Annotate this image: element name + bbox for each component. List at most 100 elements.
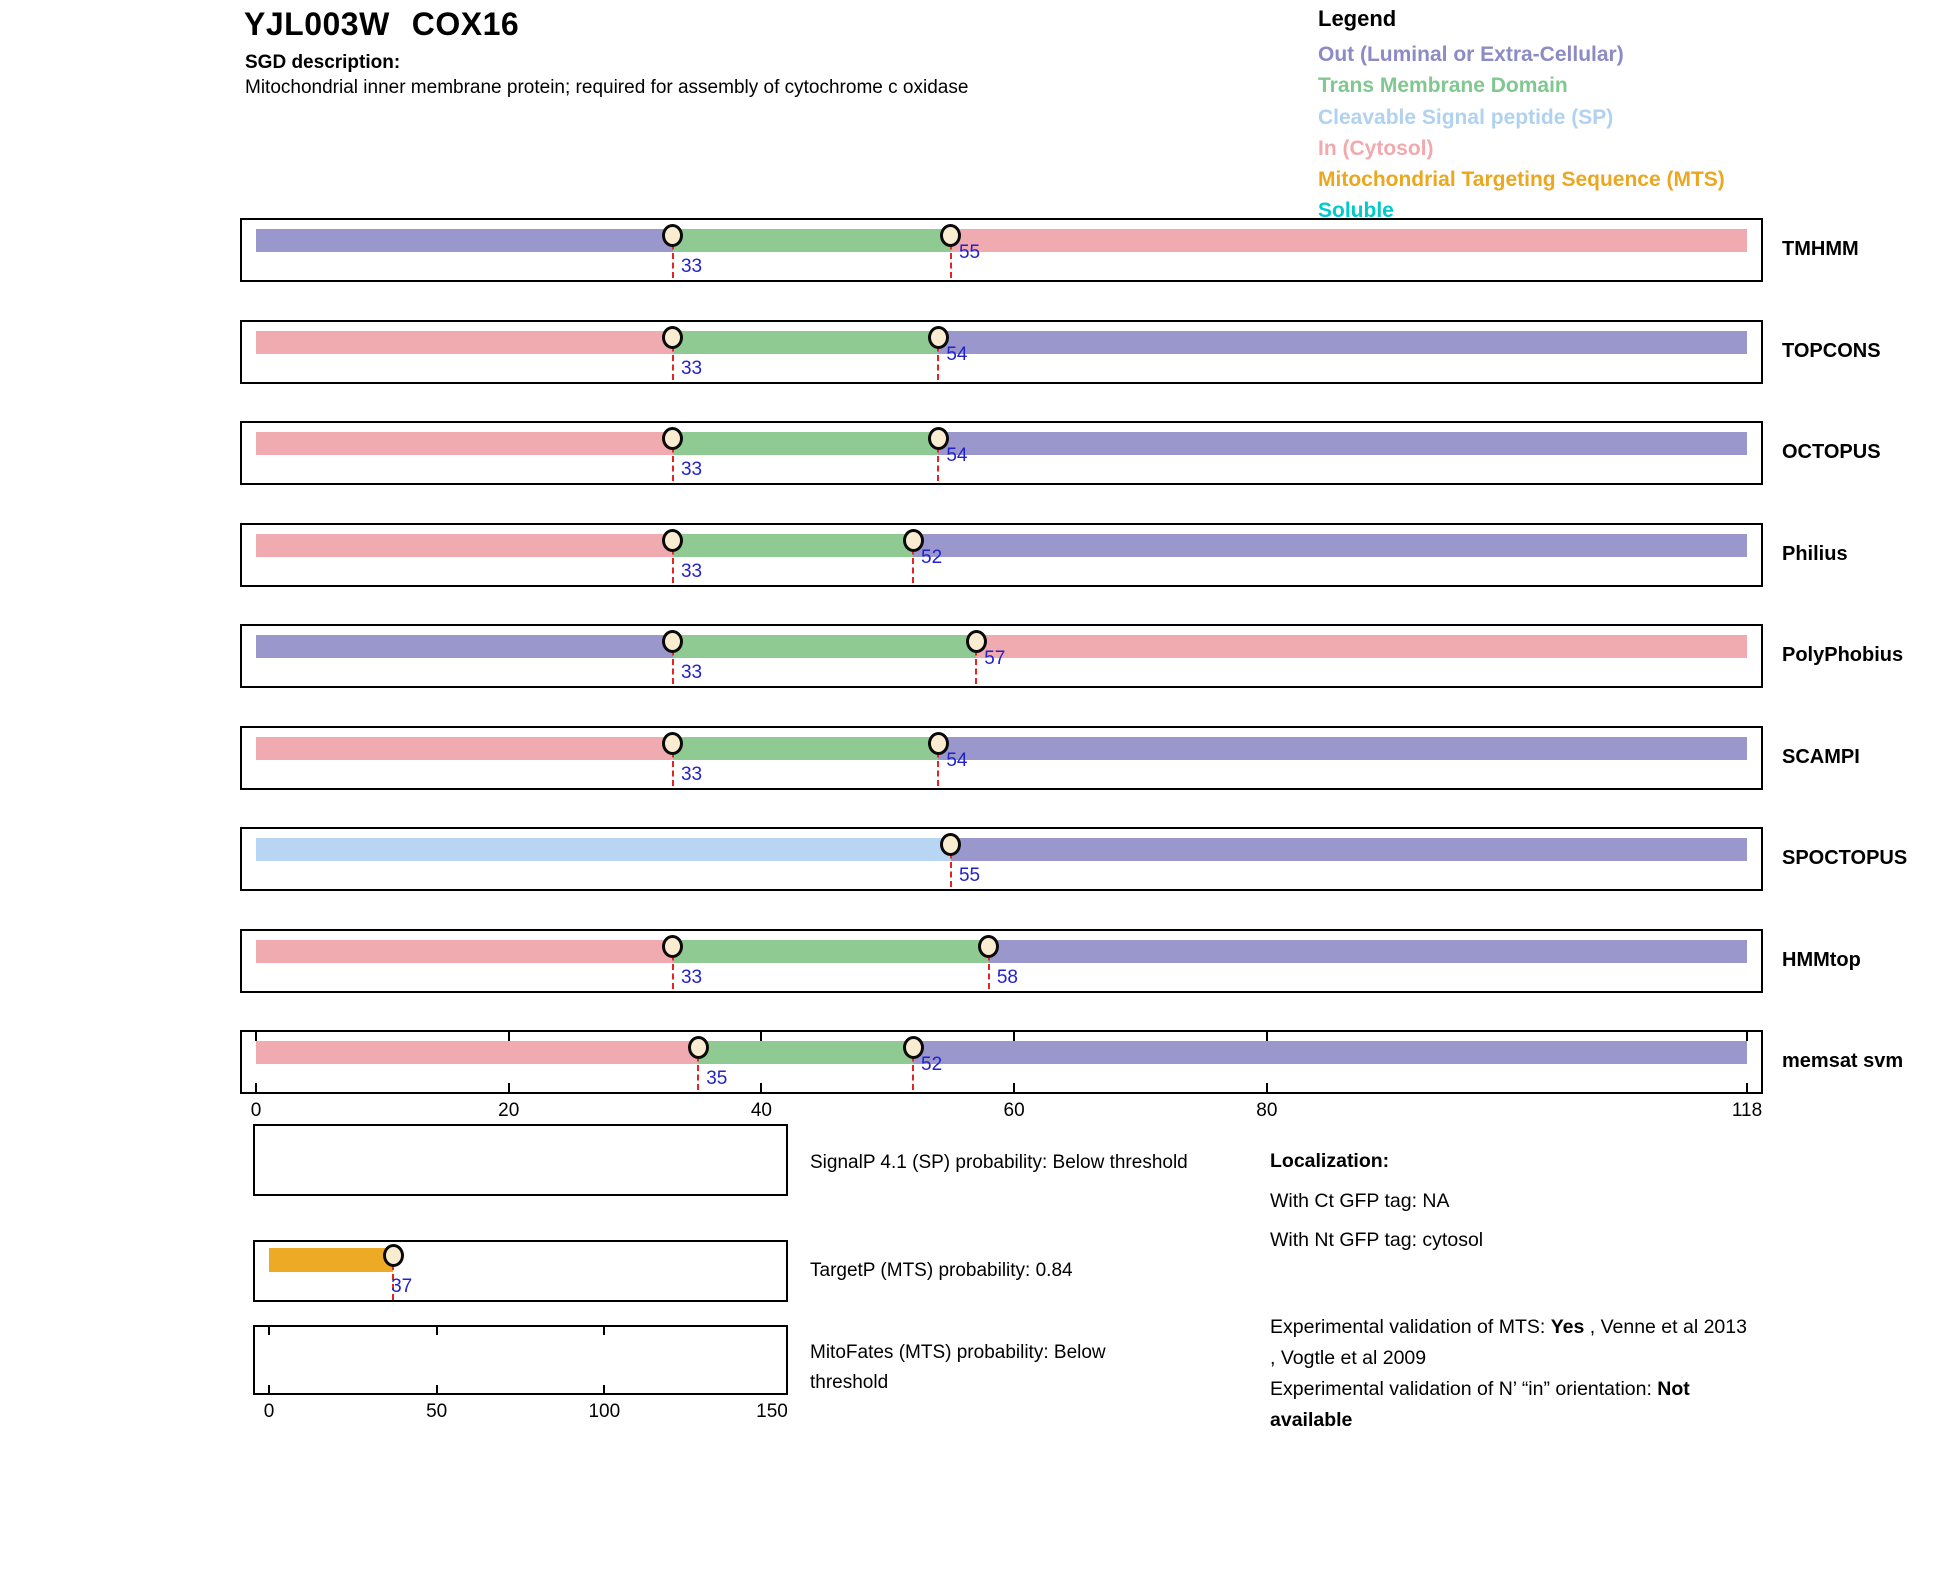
residue-axis-label: 20	[498, 1100, 520, 1121]
residue-axis-label: 40	[750, 1100, 772, 1121]
boundary-marker	[927, 732, 949, 755]
track-box: 33 54	[240, 726, 1763, 790]
track-label: TMHMM	[1782, 238, 1859, 260]
track-box: 33 54	[240, 421, 1763, 485]
page-title: YJL003W COX16	[244, 6, 519, 43]
legend-item: Out (Luminal or Extra-Cellular)	[1318, 43, 1624, 66]
boundary-marker	[662, 224, 684, 247]
validation-mts-line2: , Vogtle et al 2009	[1270, 1347, 1427, 1369]
segment-tm	[672, 432, 939, 455]
segment-out	[950, 838, 1747, 861]
axis-tick	[1013, 1032, 1016, 1041]
axis-tick	[1746, 1083, 1748, 1092]
localization-ct-gfp: With Ct GFP tag: NA	[1270, 1190, 1450, 1212]
track-label: TOPCONS	[1782, 340, 1881, 362]
boundary-marker	[927, 326, 949, 349]
boundary-line	[671, 640, 674, 684]
segment-out	[256, 635, 673, 658]
probability-axis-label: 50	[426, 1401, 448, 1422]
track-box: 33 58	[240, 929, 1763, 993]
legend-item: Soluble	[1318, 199, 1394, 223]
boundary-line	[671, 234, 674, 278]
probability-axis-label: 0	[263, 1401, 275, 1422]
segment-out	[938, 432, 1747, 455]
axis-tick	[603, 1327, 606, 1335]
signalp-caption: SignalP 4.1 (SP) probability: Below thre…	[810, 1152, 1188, 1173]
segment-mts	[269, 1248, 394, 1272]
segment-tm	[672, 635, 977, 658]
boundary-line	[671, 742, 674, 786]
track-box: 33 57	[240, 624, 1763, 688]
residue-axis-label: 0	[250, 1100, 262, 1121]
axis-tick	[255, 1032, 257, 1041]
segment-in	[256, 331, 673, 354]
axis-tick	[1265, 1083, 1268, 1092]
probability-box-mitofates	[253, 1325, 788, 1395]
track-label: SPOCTOPUS	[1782, 847, 1908, 869]
boundary-marker	[978, 935, 1000, 958]
boundary-marker	[662, 529, 684, 552]
boundary-line	[937, 336, 940, 380]
validation-text: Experimental validation of MTS: Yes , Ve…	[1270, 1312, 1790, 1436]
probability-axis-label: 150	[756, 1401, 788, 1422]
probability-box-targetp: 37	[253, 1240, 788, 1302]
segment-tm	[672, 737, 939, 760]
sgd-description-label: SGD description:	[245, 52, 401, 73]
residue-label: 54	[946, 344, 968, 365]
residue-label: 35	[706, 1068, 728, 1089]
track-box: 55	[240, 827, 1763, 891]
residue-label: 33	[680, 358, 703, 379]
segment-out	[913, 1041, 1747, 1064]
boundary-line	[937, 437, 940, 481]
axis-tick	[255, 1083, 257, 1092]
segment-in	[256, 940, 673, 963]
targetp-caption: TargetP (MTS) probability: 0.84	[810, 1260, 1073, 1281]
segment-in	[256, 432, 673, 455]
residue-label: 58	[996, 967, 1018, 988]
segment-in	[256, 737, 673, 760]
boundary-marker	[662, 326, 684, 349]
axis-tick	[507, 1032, 510, 1041]
boundary-line	[392, 1254, 395, 1300]
segment-out	[938, 737, 1747, 760]
track-box: 33 54	[240, 320, 1763, 384]
boundary-line	[949, 234, 952, 278]
track-label: Philius	[1782, 543, 1848, 565]
residue-label: 55	[958, 865, 981, 886]
residue-label: 37	[391, 1276, 413, 1297]
boundary-line	[697, 1046, 700, 1090]
legend-title: Legend	[1318, 6, 1397, 31]
residue-label: 52	[921, 1054, 943, 1075]
legend-item: Mitochondrial Targeting Sequence (MTS)	[1318, 168, 1725, 192]
legend-items: Out (Luminal or Extra-Cellular) Trans Mem…	[1318, 39, 1725, 227]
axis-tick	[1746, 1032, 1748, 1041]
segment-tm	[672, 229, 951, 252]
segment-out	[988, 940, 1747, 963]
segment-out	[256, 229, 673, 252]
legend: Legend Out (Luminal or Extra-Cellular) Tr…	[1318, 6, 1725, 227]
track-label: OCTOPUS	[1782, 441, 1881, 463]
boundary-marker	[902, 1036, 924, 1059]
localization-nt-gfp: With Nt GFP tag: cytosol	[1270, 1229, 1484, 1251]
residue-label: 33	[680, 967, 703, 988]
residue-label: 55	[958, 242, 981, 263]
segment-in	[950, 229, 1747, 252]
residue-label: 33	[680, 764, 703, 785]
axis-tick	[507, 1083, 510, 1092]
legend-item: Cleavable Signal peptide (SP)	[1318, 105, 1614, 129]
residue-label: 33	[680, 459, 703, 480]
boundary-marker	[902, 529, 924, 552]
axis-tick	[760, 1083, 763, 1092]
boundary-line	[671, 437, 674, 481]
segment-out	[938, 331, 1747, 354]
orf-name: YJL003W	[244, 6, 390, 42]
boundary-line	[912, 539, 915, 583]
segment-tm	[672, 940, 989, 963]
track-label: PolyPhobius	[1782, 644, 1904, 666]
residue-label: 54	[946, 445, 968, 466]
boundary-line	[987, 945, 990, 989]
axis-tick	[1013, 1083, 1016, 1092]
residue-label: 52	[921, 547, 943, 568]
track-label: HMMtop	[1782, 949, 1861, 971]
